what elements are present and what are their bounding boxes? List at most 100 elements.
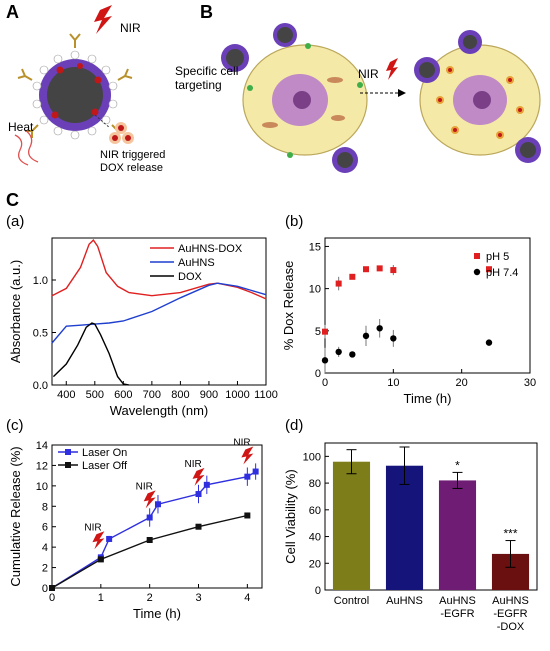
x-tick-label: 0 [322,377,328,389]
data-point [321,357,329,364]
x-tick-label: 400 [57,389,75,401]
nir-annotation: NIR [185,459,202,470]
nir-lightning-icon [241,446,254,465]
legend-label: Laser Off [82,460,128,472]
chart-dox-release: 0 10 20 30 0 5 10 15 Time (h) % Dox Release pH 5 pH… [281,237,536,406]
plot-frame [324,237,531,374]
panel-a-letter: A [6,2,19,22]
data-point [195,523,202,530]
panel-d-sublabel: (d) [285,417,304,434]
category-label: Control [334,595,369,607]
release-label-1: NIR triggered [100,149,165,161]
chart-absorbance: 400 500 600 700 800 900 1000 1100 0.0 0.5 1.0 Wavel… [8,237,278,418]
legend-marker [473,268,481,276]
data-point [195,491,202,498]
legend-label: DOX [178,271,203,283]
plot-frame [51,444,263,589]
y-tick-label: 14 [36,440,48,452]
y-tick-label: 0 [315,368,321,380]
x-tick-label: 1100 [254,389,278,401]
category-label: AuHNS [386,595,423,607]
legend-label: AuHNS-DOX [178,243,243,255]
legend-label: pH 7.4 [486,267,518,279]
x-tick-label: 1 [98,592,104,604]
legend-marker [65,449,71,455]
cell-left [242,43,368,158]
targeting-label-1: Specific cell [175,64,238,78]
category-label: -EGFR [493,608,527,620]
data-point [376,265,383,272]
data-point [252,468,259,475]
legend-label: Laser On [82,447,127,459]
legend-marker [474,253,480,259]
x-axis-label: Time (h) [133,606,181,621]
x-tick-label: 0 [49,592,55,604]
x-tick-label: 1000 [225,389,249,401]
data-point [146,536,153,543]
y-tick-label: 0.0 [33,380,48,392]
y-tick-label: 10 [36,481,48,493]
data-point [335,280,342,287]
plot-frame [324,442,538,591]
y-axis-label: Absorbance (a.u.) [8,260,23,363]
data-point [244,512,251,519]
y-axis-label: % Dox Release [281,261,296,351]
bar [438,480,477,590]
nir-lightning-icon-b [386,58,398,80]
y-tick-label: 2 [42,563,48,575]
release-label-2: DOX release [100,162,163,174]
y-tick-label: 0 [42,583,48,595]
data-point [349,273,356,280]
panel-b-letter: B [200,2,213,22]
category-label: -EGFR [440,608,474,620]
data-point [244,473,251,480]
targeting-label-2: targeting [175,78,222,92]
y-tick-label: 8 [42,501,48,513]
nir-lightning-icon [143,490,156,509]
data-point [390,335,397,342]
x-tick-label: 4 [244,592,250,604]
legend-label: pH 5 [486,251,509,263]
y-tick-label: 0.5 [33,328,48,340]
data-point [363,266,369,273]
data-point [376,325,383,332]
x-tick-label: 20 [456,377,468,389]
y-tick-label: 12 [36,460,48,472]
data-point [97,556,104,563]
nir-lightning-icon [92,531,105,550]
x-tick-label: 10 [387,377,399,389]
nir-annotation: NIR [233,437,250,448]
panel-a-sublabel: (a) [6,213,25,230]
legend-marker [65,462,71,468]
y-tick-label: 10 [309,284,321,296]
x-axis-label: Time (h) [404,391,452,406]
y-tick-label: 15 [309,241,321,253]
data-point [203,481,210,488]
x-axis-label: Wavelength (nm) [110,403,209,418]
y-tick-label: 5 [315,326,321,338]
particles-left [221,23,358,173]
y-axis-label: Cumulative Release (%) [8,446,23,586]
panel-b-sublabel: (b) [285,213,304,230]
category-label: -DOX [497,621,525,633]
significance-marker: *** [503,527,517,541]
chart-cell-viability: 0 20 40 60 80 100 Cell Viability (%) Control AuH… [283,442,538,633]
series-line-dox [52,322,130,386]
y-tick-label: 6 [42,522,48,534]
y-tick-label: 60 [309,505,321,517]
data-point [106,535,113,542]
schematic-b-cells: Specific cell targeting NIR [175,23,541,173]
x-tick-label: 3 [195,592,201,604]
data-point [362,332,370,340]
data-point [154,501,161,508]
data-point [146,514,153,521]
data-point [486,266,492,273]
cell-right [419,44,541,156]
x-tick-label: 30 [524,377,536,389]
y-tick-label: 20 [309,558,321,570]
panel-c-letter: C [6,190,19,210]
nir-annotation: NIR [136,481,153,492]
nir-label: NIR [120,21,141,35]
data-point [335,348,342,356]
